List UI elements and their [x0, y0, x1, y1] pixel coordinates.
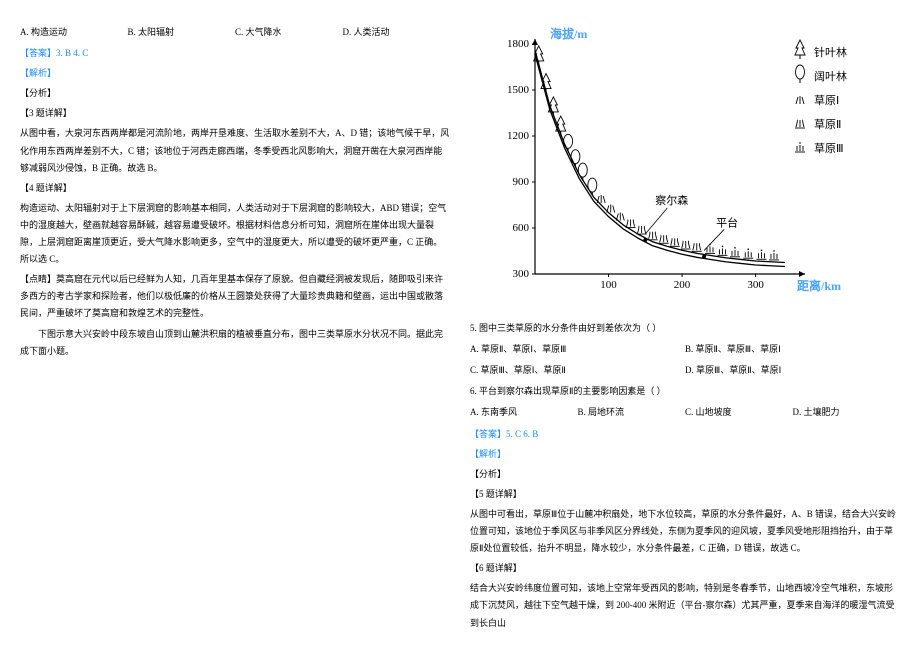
fenxi-label: 【分析】	[20, 85, 450, 102]
dianjing: 【点睛】莫高窟在元代以后已经鲜为人知，几百年里基本保存了原貌。但自藏经洞被发现后…	[20, 271, 450, 322]
svg-text:海拔/m: 海拔/m	[550, 26, 587, 41]
q3-head: 【3 题详解】	[20, 105, 450, 122]
svg-text:平台: 平台	[716, 215, 738, 229]
q4-head: 【4 题详解】	[20, 180, 450, 197]
option-a: A. 构造运动	[20, 24, 128, 41]
chart-svg: 300 600 900 1200 1500 1800 100 200 300 海拔/m 距离/km 察…	[490, 24, 880, 304]
q5-opt-b: B. 草原Ⅱ、草原Ⅲ、草原Ⅰ	[685, 341, 900, 358]
q5-opt-d: D. 草原Ⅲ、草原Ⅱ、草原Ⅰ	[685, 362, 900, 379]
q5-row2: C. 草原Ⅲ、草原Ⅰ、草原Ⅱ D. 草原Ⅲ、草原Ⅱ、草原Ⅰ	[470, 362, 900, 379]
q5-opt-c: C. 草原Ⅲ、草原Ⅰ、草原Ⅱ	[470, 362, 685, 379]
svg-text:600: 600	[513, 222, 530, 234]
q4-body: 构造运动、太阳辐射对于上下层洞窟的影响基本相同，人类活动对于下层洞窟的影响较大，…	[20, 200, 450, 268]
q5-stem: 5. 图中三类草原的水分条件由好到差依次为（ ）	[470, 320, 900, 337]
option-d: D. 人类活动	[343, 24, 451, 41]
q6-stem: 6. 平台到察尔森出现草原Ⅱ的主要影响因素是（ ）	[470, 383, 900, 400]
svg-text:300: 300	[513, 268, 530, 280]
q3-body: 从图中看，大泉河东西两岸都是河流阶地，两岸开垦难度、生活取水差别不大，A、D 错…	[20, 125, 450, 176]
answer-label: 【答案】3. B 4. C	[20, 45, 450, 62]
jiexi-label-2: 【解析】	[470, 446, 900, 463]
q6-head: 【6 题详解】	[470, 560, 900, 577]
fenxi-label-2: 【分析】	[470, 466, 900, 483]
svg-text:1500: 1500	[507, 84, 530, 96]
dianjing-body: 莫高窟在元代以后已经鲜为人知，几百年里基本保存了原貌。但自藏经洞被发现后，随即吸…	[20, 274, 443, 318]
svg-text:针叶林: 针叶林	[814, 45, 847, 59]
svg-text:300: 300	[747, 279, 764, 291]
page: A. 构造运动 B. 太阳辐射 C. 大气降水 D. 人类活动 【答案】3. B…	[0, 0, 920, 655]
jiexi-label: 【解析】	[20, 65, 450, 82]
svg-text:阔叶林: 阔叶林	[814, 69, 847, 83]
svg-text:900: 900	[513, 176, 530, 188]
svg-text:1800: 1800	[507, 38, 530, 50]
q6-body: 结合大兴安岭纬度位置可知，该地上空常年受西风的影响，特别是冬春季节，山地西坡冷空…	[470, 580, 900, 631]
q5-body: 从图中可看出，草原Ⅲ位于山麓冲积扇处，地下水位较高，草原的水分条件最好，A、B …	[470, 506, 900, 557]
svg-text:200: 200	[674, 279, 691, 291]
column-right: 300 600 900 1200 1500 1800 100 200 300 海拔/m 距离/km 察…	[460, 20, 910, 635]
answer-label-2: 【答案】5. C 6. B	[470, 426, 900, 443]
svg-text:草原Ⅰ: 草原Ⅰ	[814, 94, 839, 107]
svg-text:距离/km: 距离/km	[797, 278, 841, 293]
svg-text:草原Ⅲ: 草原Ⅲ	[814, 142, 844, 155]
elevation-chart: 300 600 900 1200 1500 1800 100 200 300 海拔/m 距离/km 察…	[490, 24, 900, 310]
option-b: B. 太阳辐射	[128, 24, 236, 41]
q6-opt-c: C. 山地坡度	[685, 404, 793, 421]
q6-options: A. 东南季风 B. 局地环流 C. 山地坡度 D. 土壤肥力	[470, 404, 900, 421]
q5-opt-a: A. 草原Ⅱ、草原Ⅰ、草原Ⅲ	[470, 341, 685, 358]
q6-opt-d: D. 土壤肥力	[793, 404, 901, 421]
q5-head: 【5 题详解】	[470, 486, 900, 503]
column-left: A. 构造运动 B. 太阳辐射 C. 大气降水 D. 人类活动 【答案】3. B…	[10, 20, 460, 635]
svg-text:草原Ⅱ: 草原Ⅱ	[814, 118, 841, 131]
svg-text:100: 100	[600, 279, 617, 291]
q5-row1: A. 草原Ⅱ、草原Ⅰ、草原Ⅲ B. 草原Ⅱ、草原Ⅲ、草原Ⅰ	[470, 341, 900, 358]
svg-text:1200: 1200	[507, 130, 530, 142]
q6-opt-a: A. 东南季风	[470, 404, 578, 421]
intro-text: 下图示意大兴安岭中段东坡自山顶到山麓洪积扇的植被垂直分布，图中三类草原水分状况不…	[20, 326, 450, 360]
q6-opt-b: B. 局地环流	[578, 404, 686, 421]
svg-text:察尔森: 察尔森	[655, 193, 688, 207]
dianjing-head: 【点睛】	[20, 274, 56, 284]
option-c: C. 大气降水	[235, 24, 343, 41]
q4-options: A. 构造运动 B. 太阳辐射 C. 大气降水 D. 人类活动	[20, 24, 450, 41]
